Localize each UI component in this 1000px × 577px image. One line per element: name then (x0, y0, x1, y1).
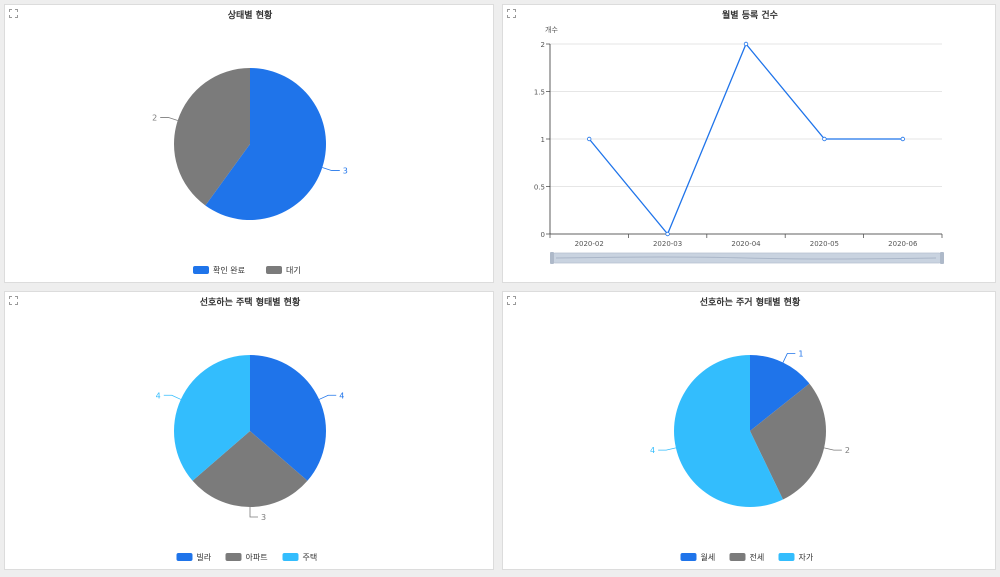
y-tick-label: 0 (541, 231, 545, 239)
data-label: 4 (339, 391, 344, 400)
expand-icon[interactable] (9, 296, 18, 305)
pie-slice (205, 68, 326, 220)
pie-slice (173, 68, 250, 206)
expand-icon[interactable] (9, 9, 18, 18)
legend-item: 전세 (750, 552, 765, 562)
data-label: 2 (845, 446, 850, 455)
data-label: 3 (343, 167, 348, 176)
data-label: 1 (798, 350, 803, 359)
legend-swatch (176, 553, 193, 561)
legend-item: 주택 (303, 552, 318, 562)
data-label: 3 (261, 513, 266, 522)
status-pie-chart: 상태별 현황 3 2 확인 완료 대기 (152, 9, 348, 275)
legend-swatch (729, 553, 746, 561)
data-point (743, 41, 749, 47)
legend-item: 자가 (799, 553, 814, 562)
pie-slice (250, 355, 327, 481)
pie-slice (750, 355, 810, 431)
zoom-handle-right (940, 252, 944, 264)
label-leader-line (249, 507, 258, 518)
legend-swatch (778, 553, 795, 561)
y-tick-label: 0.5 (534, 184, 545, 192)
residence-type-pie-chart: 선호하는 주거 형태별 현황 1 2 4 월세 전세 자가 (650, 296, 850, 562)
pie-slice (674, 355, 783, 507)
data-point (822, 136, 827, 142)
x-tick-label: 2020-04 (731, 240, 761, 248)
chart-title: 상태별 현황 (228, 9, 273, 21)
label-leader-line (318, 394, 337, 400)
legend-item: 확인 완료 (213, 265, 245, 275)
expand-icon[interactable] (507, 9, 516, 18)
house-type-chart-panel: 선호하는 주택 형태별 현황 4 3 4 빌라 아파트 주택 (4, 291, 494, 570)
y-tick-label: 1 (541, 136, 545, 144)
label-leader-line (824, 447, 842, 451)
legend-swatch (680, 553, 697, 561)
x-tick-label: 2020-03 (653, 240, 682, 248)
house-type-pie-chart: 선호하는 주택 형태별 현황 4 3 4 빌라 아파트 주택 (156, 296, 345, 562)
pie-slice (173, 355, 250, 481)
zoom-handle-left (550, 252, 554, 264)
legend-item: 빌라 (197, 552, 212, 562)
label-leader-line (322, 167, 340, 171)
data-label: 4 (156, 391, 161, 400)
label-leader-line (160, 117, 178, 121)
legend-swatch (282, 553, 299, 561)
pie-slice (192, 431, 308, 507)
y-axis-label: 개수 (545, 25, 558, 34)
data-point (665, 231, 670, 237)
data-point (586, 136, 592, 142)
chart-title: 월별 등록 건수 (722, 9, 778, 21)
y-tick-label: 2 (541, 41, 545, 49)
legend-item: 아파트 (246, 552, 268, 562)
y-tick-label: 1.5 (534, 89, 545, 97)
chart-title: 선호하는 주택 형태별 현황 (200, 296, 301, 308)
status-chart-panel: 상태별 현황 3 2 확인 완료 대기 (4, 4, 494, 283)
label-leader-line (163, 394, 182, 400)
data-label: 4 (650, 446, 655, 455)
data-point (900, 136, 905, 142)
legend-item: 월세 (701, 552, 716, 562)
label-leader-line (782, 353, 796, 363)
residence-type-chart-panel: 선호하는 주거 형태별 현황 1 2 4 월세 전세 자가 (502, 291, 996, 570)
chart-title: 선호하는 주거 형태별 현황 (700, 296, 801, 308)
x-tick-label: 2020-02 (575, 240, 604, 248)
legend-swatch (225, 553, 242, 561)
x-tick-label: 2020-06 (888, 240, 918, 248)
zoom-slider-preview (555, 256, 937, 260)
expand-icon[interactable] (507, 296, 516, 305)
pie-slice (750, 383, 826, 500)
legend-swatch (193, 266, 209, 274)
label-leader-line (658, 447, 676, 451)
data-label: 2 (152, 113, 157, 122)
legend-swatch (266, 266, 282, 274)
legend-item: 대기 (286, 266, 301, 275)
x-tick-label: 2020-05 (810, 240, 839, 248)
